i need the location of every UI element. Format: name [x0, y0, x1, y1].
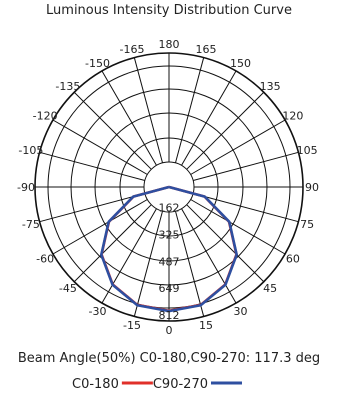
angle-tick-label: 165 [196, 43, 217, 56]
angle-tick-label: -45 [59, 282, 77, 295]
angle-tick-labels: 180-165 165-150 150-135 135-120 120-105 105-9… [17, 38, 319, 337]
chart-title: Luminous Intensity Distribution Curve [46, 3, 292, 18]
grid-spoke [73, 204, 152, 283]
radial-tick-label: 487 [159, 255, 180, 268]
grid-spoke [186, 204, 265, 283]
grid-spoke [190, 119, 286, 175]
grid-spoke [133, 211, 164, 317]
grid-spoke [39, 192, 145, 223]
grid-spoke [52, 119, 148, 175]
angle-tick-label: -135 [55, 80, 80, 93]
polar-spokes [35, 53, 303, 321]
angle-tick-label: 120 [282, 110, 303, 123]
grid-spoke [133, 57, 164, 163]
angle-tick-label: -90 [17, 181, 35, 194]
angle-tick-label: -105 [18, 144, 43, 157]
angle-tick-label: -150 [85, 57, 110, 70]
angle-tick-label: -75 [22, 218, 40, 231]
radial-tick-labels: 162 325 487 649 812 [159, 202, 180, 322]
angle-tick-label: -165 [120, 43, 145, 56]
radial-tick-label: 812 [159, 309, 180, 322]
grid-spoke [174, 57, 205, 163]
grid-spoke [52, 199, 148, 255]
angle-tick-label: 90 [305, 181, 319, 194]
grid-spoke [181, 70, 237, 166]
grid-spoke [101, 208, 157, 304]
radial-tick-label: 162 [159, 202, 180, 215]
series-line-c90-270 [100, 185, 238, 313]
grid-spoke [190, 199, 286, 255]
radial-tick-label: 649 [159, 282, 180, 295]
beam-angle-text: Beam Angle(50%) C0-180,C90-270: 117.3 de… [18, 351, 320, 366]
angle-tick-label: 15 [199, 319, 213, 332]
angle-tick-label: 30 [234, 305, 248, 318]
angle-tick-label: 45 [263, 282, 277, 295]
legend: C0-180 C90-270 [72, 377, 242, 392]
grid-spoke [39, 151, 145, 182]
legend-label: C0-180 [72, 377, 119, 392]
series-layer [100, 185, 238, 313]
angle-tick-label: -30 [89, 305, 107, 318]
angle-tick-label: 0 [166, 324, 173, 337]
grid-spoke [101, 70, 157, 166]
grid-spoke [186, 91, 265, 170]
legend-label: C90-270 [153, 377, 208, 392]
grid-spoke [193, 192, 299, 223]
angle-tick-label: 60 [286, 253, 300, 266]
angle-tick-label: 135 [260, 80, 281, 93]
grid-spoke [181, 208, 237, 304]
angle-tick-label: 105 [297, 144, 318, 157]
radial-tick-label: 325 [159, 229, 180, 242]
grid-spoke [73, 91, 152, 170]
angle-tick-label: 75 [300, 218, 314, 231]
angle-tick-label: -60 [36, 253, 54, 266]
angle-tick-label: -15 [123, 319, 141, 332]
angle-tick-label: -120 [33, 110, 58, 123]
angle-tick-label: 150 [230, 57, 251, 70]
grid-spoke [174, 211, 205, 317]
angle-tick-label: 180 [159, 38, 180, 51]
grid-spoke [193, 151, 299, 182]
